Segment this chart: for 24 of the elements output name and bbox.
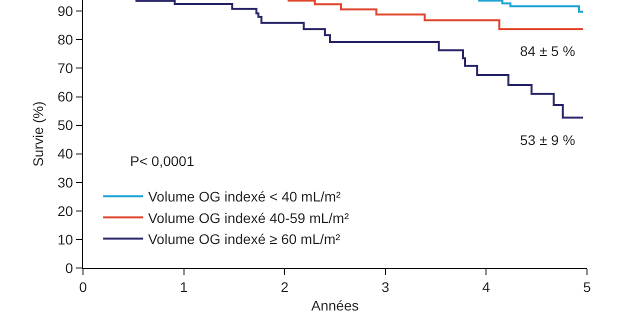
annotation: 84 ± 5 % xyxy=(520,43,576,59)
y-tick-label: 60 xyxy=(57,88,74,105)
annotation: 53 ± 9 % xyxy=(520,132,576,148)
y-tick-label: 30 xyxy=(57,174,74,190)
y-tick-label: 20 xyxy=(57,202,74,219)
y-tick-label: 90 xyxy=(57,3,74,20)
annotation: P< 0,0001 xyxy=(130,153,194,169)
x-axis-title: Années xyxy=(311,297,359,314)
x-tick-label: 0 xyxy=(79,278,88,295)
y-tick-label: 50 xyxy=(57,117,74,134)
y-tick-label: 0 xyxy=(65,260,74,276)
x-tick-label: 5 xyxy=(583,278,592,295)
legend-label: Volume OG indexé < 40 mL/m² xyxy=(148,188,342,205)
legend-label: Volume OG indexé 40-59 mL/m² xyxy=(148,210,350,226)
y-axis-title: Survie (%) xyxy=(30,101,46,167)
y-tick-label: 80 xyxy=(57,32,74,48)
x-tick-label: 4 xyxy=(482,278,490,295)
x-tick-label: 2 xyxy=(280,278,289,295)
y-tick-label: 70 xyxy=(57,60,74,76)
x-tick-label: 3 xyxy=(382,278,390,295)
legend-label: Volume OG indexé ≥ 60 mL/m² xyxy=(148,231,341,248)
x-tick-label: 1 xyxy=(180,278,188,295)
y-tick-label: 10 xyxy=(57,231,74,248)
y-tick-label: 40 xyxy=(57,146,74,162)
